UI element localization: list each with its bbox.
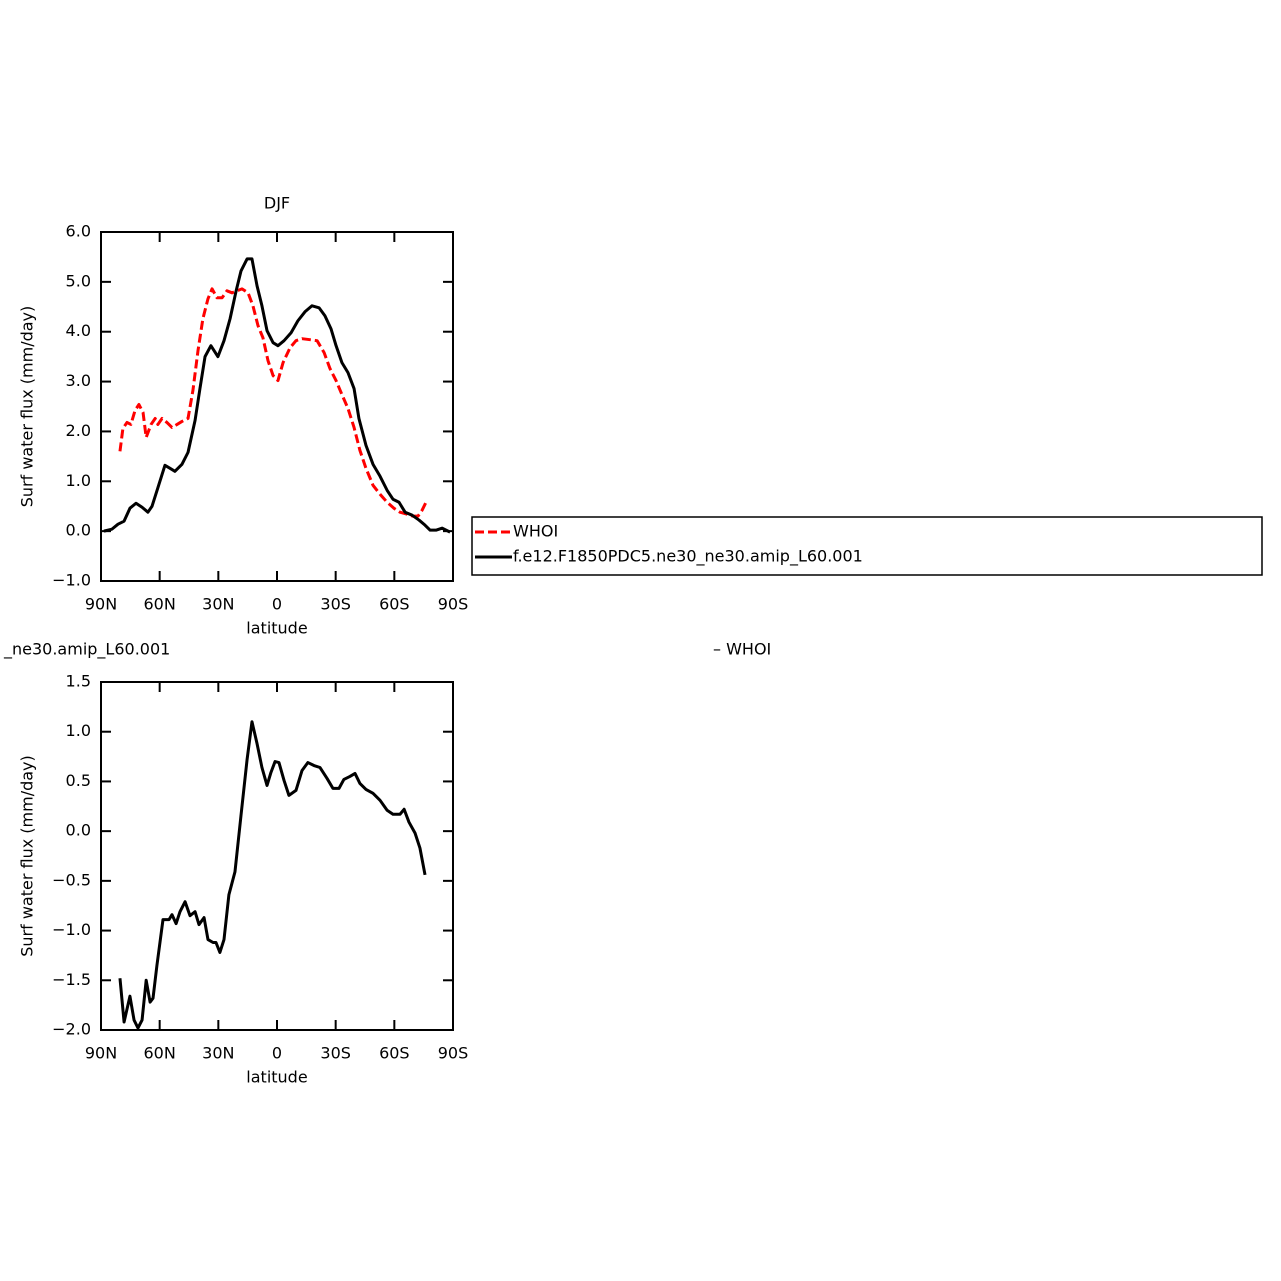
legend-box	[471, 516, 1263, 576]
chart-title: DJF	[264, 194, 290, 213]
y-tick-label: 6.0	[66, 222, 91, 241]
y-tick-label: 0.0	[66, 821, 91, 840]
plot-frame	[100, 231, 454, 582]
x-tick-label: 90N	[85, 1044, 117, 1063]
chart-title-right: – WHOI	[713, 640, 771, 659]
data-line	[118, 720, 427, 1030]
y-tick-label: 5.0	[66, 271, 91, 290]
y-tick-label: 0.5	[66, 771, 91, 790]
y-tick-label: 1.5	[66, 672, 91, 691]
x-axis-label: latitude	[246, 619, 307, 638]
x-tick-label: 30N	[202, 595, 234, 614]
x-tick-label: 30S	[320, 1044, 351, 1063]
legend-label: WHOI	[513, 522, 558, 541]
y-tick-label: 1.0	[66, 721, 91, 740]
plot-frame	[100, 681, 454, 1031]
x-axis-label: latitude	[246, 1068, 307, 1087]
y-tick-label: 1.0	[66, 471, 91, 490]
y-tick-label: −1.5	[52, 970, 91, 989]
y-tick-label: 2.0	[66, 421, 91, 440]
legend-label: f.e12.F1850PDC5.ne30_ne30.amip_L60.001	[513, 547, 863, 567]
x-tick-label: 90S	[438, 595, 469, 614]
x-tick-label: 30S	[320, 595, 351, 614]
x-tick-label: 0	[272, 595, 282, 614]
x-tick-label: 90N	[85, 595, 117, 614]
y-tick-label: −2.0	[52, 1020, 91, 1039]
data-line	[118, 287, 428, 518]
chart-title-left: _ne30.amip_L60.001	[3, 640, 170, 660]
x-tick-label: 30N	[202, 1044, 234, 1063]
y-tick-label: −1.0	[52, 571, 91, 590]
x-tick-label: 0	[272, 1044, 282, 1063]
y-tick-label: 3.0	[66, 371, 91, 390]
y-tick-label: 0.0	[66, 521, 91, 540]
data-line	[103, 257, 451, 534]
y-axis-label: Surf water flux (mm/day)	[18, 755, 37, 957]
y-axis-label: Surf water flux (mm/day)	[18, 306, 37, 508]
y-tick-label: −1.0	[52, 920, 91, 939]
x-tick-label: 60N	[144, 1044, 176, 1063]
x-tick-label: 60S	[379, 595, 410, 614]
x-tick-label: 60S	[379, 1044, 410, 1063]
x-tick-label: 90S	[438, 1044, 469, 1063]
y-tick-label: 4.0	[66, 321, 91, 340]
y-tick-label: −0.5	[52, 870, 91, 889]
x-tick-label: 60N	[144, 595, 176, 614]
